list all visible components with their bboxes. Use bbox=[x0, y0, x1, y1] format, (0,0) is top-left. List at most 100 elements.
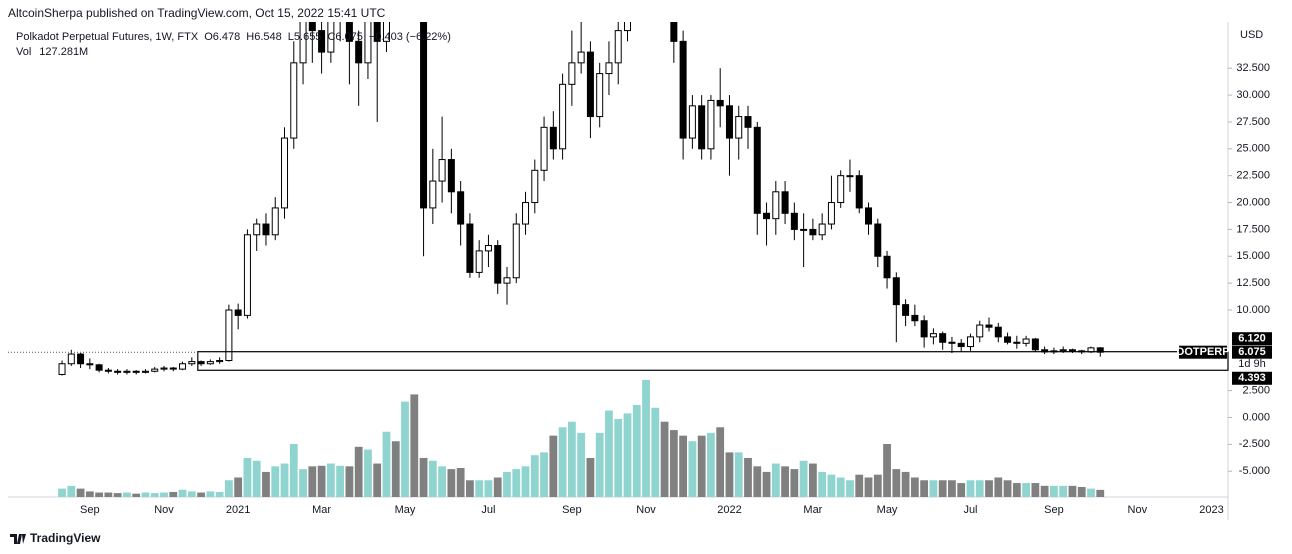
range-top-label-box bbox=[1232, 332, 1272, 346]
candle-body bbox=[994, 326, 1002, 338]
candle-body bbox=[568, 62, 576, 85]
candle-body bbox=[466, 223, 474, 273]
volume-bar bbox=[95, 492, 104, 497]
volume-bar bbox=[197, 492, 205, 497]
volume-bar bbox=[67, 485, 76, 497]
x-tick-label: 2022 bbox=[717, 504, 741, 516]
candle-body bbox=[522, 202, 530, 225]
y-tick-label: 17.500 bbox=[1236, 223, 1270, 235]
range-box bbox=[197, 351, 1229, 371]
y-tick-label: 20.000 bbox=[1236, 196, 1270, 208]
candle-body bbox=[141, 370, 149, 373]
brand-logo bbox=[10, 534, 26, 544]
volume-bar bbox=[920, 480, 929, 497]
y-tick-label: 0.000 bbox=[1242, 411, 1270, 423]
volume-bar bbox=[530, 455, 539, 497]
x-tick-label: Sep bbox=[1044, 504, 1064, 516]
volume-layer bbox=[58, 379, 1105, 497]
candle-body bbox=[243, 234, 251, 316]
candle-body bbox=[911, 314, 919, 322]
volume-bar bbox=[549, 435, 558, 497]
legend-change: −0.403 (−6.22%) bbox=[368, 31, 451, 43]
volume-bar bbox=[836, 477, 845, 497]
candle-body bbox=[985, 324, 993, 328]
candle-body bbox=[77, 353, 85, 365]
volume-bar bbox=[642, 379, 650, 497]
volume-bar bbox=[697, 435, 706, 497]
candle-body bbox=[976, 324, 984, 338]
x-tick-label: 2023 bbox=[1199, 504, 1223, 516]
volume-bar bbox=[252, 460, 261, 497]
candle-body bbox=[382, 22, 390, 42]
volume-bar bbox=[391, 441, 400, 497]
candle-body bbox=[874, 223, 882, 257]
volume-bar bbox=[790, 469, 799, 497]
volume-bar bbox=[215, 491, 224, 497]
volume-bar bbox=[169, 491, 178, 497]
y-tick-label: 32.500 bbox=[1236, 62, 1270, 74]
candle-body bbox=[188, 361, 196, 365]
volume-bar bbox=[475, 480, 484, 497]
candle-body bbox=[281, 137, 289, 209]
volume-bar bbox=[150, 493, 159, 497]
volume-bar bbox=[141, 492, 150, 497]
volume-bar bbox=[271, 466, 280, 497]
volume-bar bbox=[994, 477, 1003, 497]
volume-bar bbox=[289, 444, 298, 497]
volume-bar bbox=[447, 469, 456, 497]
volume-bar bbox=[345, 466, 354, 497]
pane bbox=[8, 22, 1228, 497]
candle-body bbox=[494, 245, 502, 284]
symbol-tag: DOTPERP bbox=[1176, 346, 1229, 358]
volume-bar bbox=[1077, 486, 1086, 497]
candle-body bbox=[262, 223, 270, 236]
y-tick-label: 2.500 bbox=[1242, 385, 1270, 397]
candle-body bbox=[355, 40, 363, 64]
candle-body bbox=[234, 309, 242, 316]
candle-body bbox=[809, 228, 817, 236]
volume-bar bbox=[651, 407, 660, 497]
volume-bar bbox=[614, 418, 623, 497]
candle-layer bbox=[58, 22, 1104, 376]
x-tick-label: Mar bbox=[803, 504, 822, 516]
candle-body bbox=[790, 212, 798, 230]
volume-bar bbox=[855, 474, 864, 497]
volume-bar bbox=[484, 480, 493, 497]
candle-body bbox=[169, 367, 177, 370]
volume-bar bbox=[873, 474, 882, 497]
y-tick-label: 10.000 bbox=[1236, 304, 1270, 316]
volume-bar bbox=[901, 471, 910, 497]
candle-body bbox=[920, 320, 928, 338]
volume-bar bbox=[308, 466, 317, 497]
candle-body bbox=[58, 363, 66, 375]
candle-body bbox=[688, 105, 696, 139]
volume-bar bbox=[438, 466, 446, 497]
y-tick-label: 30.000 bbox=[1236, 89, 1270, 101]
volume-bar bbox=[1040, 485, 1049, 497]
candle-body bbox=[549, 126, 557, 150]
candle-body bbox=[763, 212, 771, 220]
volume-bar bbox=[957, 483, 966, 497]
volume-bar bbox=[1096, 489, 1105, 497]
volume-bar bbox=[401, 401, 409, 497]
candle-body bbox=[123, 370, 131, 373]
volume-bar bbox=[187, 491, 196, 497]
candle-body bbox=[420, 22, 428, 209]
candle-body bbox=[939, 333, 947, 343]
volume-bar bbox=[373, 463, 382, 497]
volume-bar bbox=[234, 477, 243, 497]
countdown: 1d 9h bbox=[1238, 358, 1266, 370]
x-tick-label: 2021 bbox=[226, 504, 250, 516]
volume-bar bbox=[753, 466, 762, 497]
volume-bar bbox=[466, 480, 474, 497]
y-tick-label: 15.000 bbox=[1236, 250, 1270, 262]
volume-bar bbox=[586, 457, 595, 497]
candle-body bbox=[132, 370, 140, 373]
volume-bar bbox=[669, 430, 678, 497]
volume-bar bbox=[975, 480, 984, 497]
volume-bar bbox=[410, 394, 419, 497]
volume-bar bbox=[660, 421, 669, 497]
volume-bar bbox=[540, 452, 548, 497]
